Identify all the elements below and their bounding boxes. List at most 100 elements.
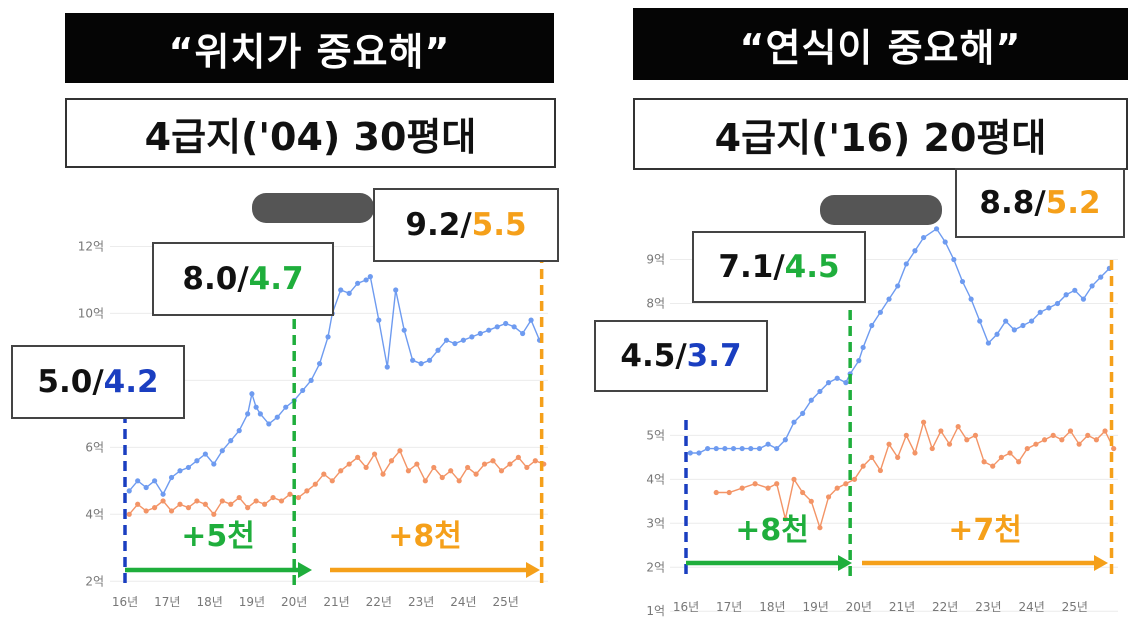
data-point bbox=[397, 448, 403, 454]
data-point bbox=[860, 344, 866, 351]
data-point bbox=[782, 437, 788, 443]
arrow-head bbox=[298, 562, 312, 578]
data-point bbox=[236, 494, 242, 501]
x-tick-label: 25년 bbox=[1062, 600, 1088, 614]
data-point bbox=[363, 464, 369, 471]
data-point bbox=[388, 458, 395, 464]
right-callout-end: 8.8/5.2 bbox=[955, 168, 1125, 238]
data-point bbox=[287, 491, 293, 497]
data-point bbox=[266, 421, 272, 427]
data-point bbox=[346, 461, 352, 467]
data-point bbox=[713, 445, 719, 452]
data-point bbox=[143, 484, 149, 491]
y-tick-label: 10억 bbox=[78, 306, 104, 320]
right-chart-tag bbox=[820, 195, 942, 225]
data-point bbox=[851, 476, 858, 482]
right-subtitle: 4급지('16) 20평대 bbox=[633, 98, 1128, 170]
series-line bbox=[128, 449, 545, 516]
data-point bbox=[160, 498, 166, 504]
data-point bbox=[774, 445, 780, 452]
x-tick-label: 24년 bbox=[1018, 600, 1044, 614]
data-point bbox=[800, 410, 806, 417]
data-point bbox=[308, 377, 314, 383]
data-point bbox=[990, 463, 996, 469]
data-point bbox=[511, 324, 517, 330]
data-point bbox=[431, 464, 437, 471]
data-point bbox=[177, 501, 183, 507]
data-point bbox=[211, 511, 217, 517]
data-point bbox=[253, 404, 259, 410]
data-point bbox=[168, 508, 175, 514]
data-point bbox=[929, 445, 935, 452]
data-point bbox=[869, 454, 875, 460]
data-point bbox=[938, 428, 944, 434]
data-point bbox=[245, 411, 251, 417]
data-point bbox=[481, 461, 488, 467]
data-point bbox=[152, 478, 158, 484]
data-point bbox=[418, 361, 424, 367]
x-tick-label: 18년 bbox=[759, 600, 785, 614]
data-point bbox=[338, 468, 344, 474]
data-point bbox=[253, 498, 259, 504]
data-point bbox=[202, 451, 208, 457]
data-point bbox=[177, 468, 183, 474]
data-point bbox=[912, 450, 918, 456]
arrow-head bbox=[526, 562, 540, 578]
data-point bbox=[329, 478, 335, 484]
data-point bbox=[160, 491, 166, 497]
arrow-head bbox=[838, 555, 852, 571]
data-point bbox=[791, 419, 797, 425]
data-point bbox=[765, 485, 771, 491]
right-title: “연식이 중요해” bbox=[633, 8, 1128, 80]
data-point bbox=[520, 330, 526, 337]
data-point bbox=[278, 498, 285, 504]
data-point bbox=[507, 461, 513, 467]
data-point bbox=[469, 334, 475, 340]
data-point bbox=[977, 318, 983, 324]
callout-accent: 3.7 bbox=[686, 338, 742, 374]
data-point bbox=[494, 324, 500, 330]
data-point bbox=[968, 296, 974, 302]
data-point bbox=[380, 471, 386, 477]
data-point bbox=[800, 489, 806, 496]
y-tick-label: 9억 bbox=[646, 253, 665, 267]
data-point bbox=[730, 445, 737, 452]
data-point bbox=[135, 478, 141, 484]
data-point bbox=[249, 391, 255, 397]
data-point bbox=[448, 468, 454, 474]
data-point bbox=[202, 501, 208, 507]
data-point bbox=[283, 404, 289, 410]
data-point bbox=[245, 505, 251, 511]
x-tick-label: 21년 bbox=[323, 595, 349, 609]
data-point bbox=[860, 463, 866, 469]
data-point bbox=[524, 464, 530, 471]
data-point bbox=[321, 471, 327, 477]
data-point bbox=[834, 375, 840, 381]
data-point bbox=[687, 450, 693, 456]
data-point bbox=[486, 327, 492, 333]
data-point bbox=[726, 489, 732, 496]
data-point bbox=[219, 448, 225, 454]
data-point bbox=[774, 481, 780, 487]
data-point bbox=[228, 501, 234, 507]
data-point bbox=[270, 494, 276, 501]
data-point bbox=[981, 459, 987, 465]
data-point bbox=[219, 498, 225, 504]
data-point bbox=[705, 445, 711, 452]
data-point bbox=[1080, 296, 1087, 302]
callout-value: 9.2/ bbox=[405, 207, 472, 243]
data-point bbox=[817, 525, 823, 531]
x-tick-label: 18년 bbox=[196, 595, 222, 609]
data-point bbox=[401, 327, 407, 333]
data-point bbox=[1003, 318, 1009, 324]
data-point bbox=[126, 488, 132, 494]
data-point bbox=[355, 454, 361, 460]
y-tick-label: 2억 bbox=[85, 574, 104, 588]
data-point bbox=[1089, 283, 1095, 289]
data-point bbox=[808, 498, 814, 504]
data-point bbox=[942, 239, 948, 245]
data-point bbox=[168, 474, 175, 481]
data-point bbox=[422, 478, 428, 484]
data-point bbox=[371, 451, 378, 457]
x-tick-label: 23년 bbox=[408, 595, 434, 609]
